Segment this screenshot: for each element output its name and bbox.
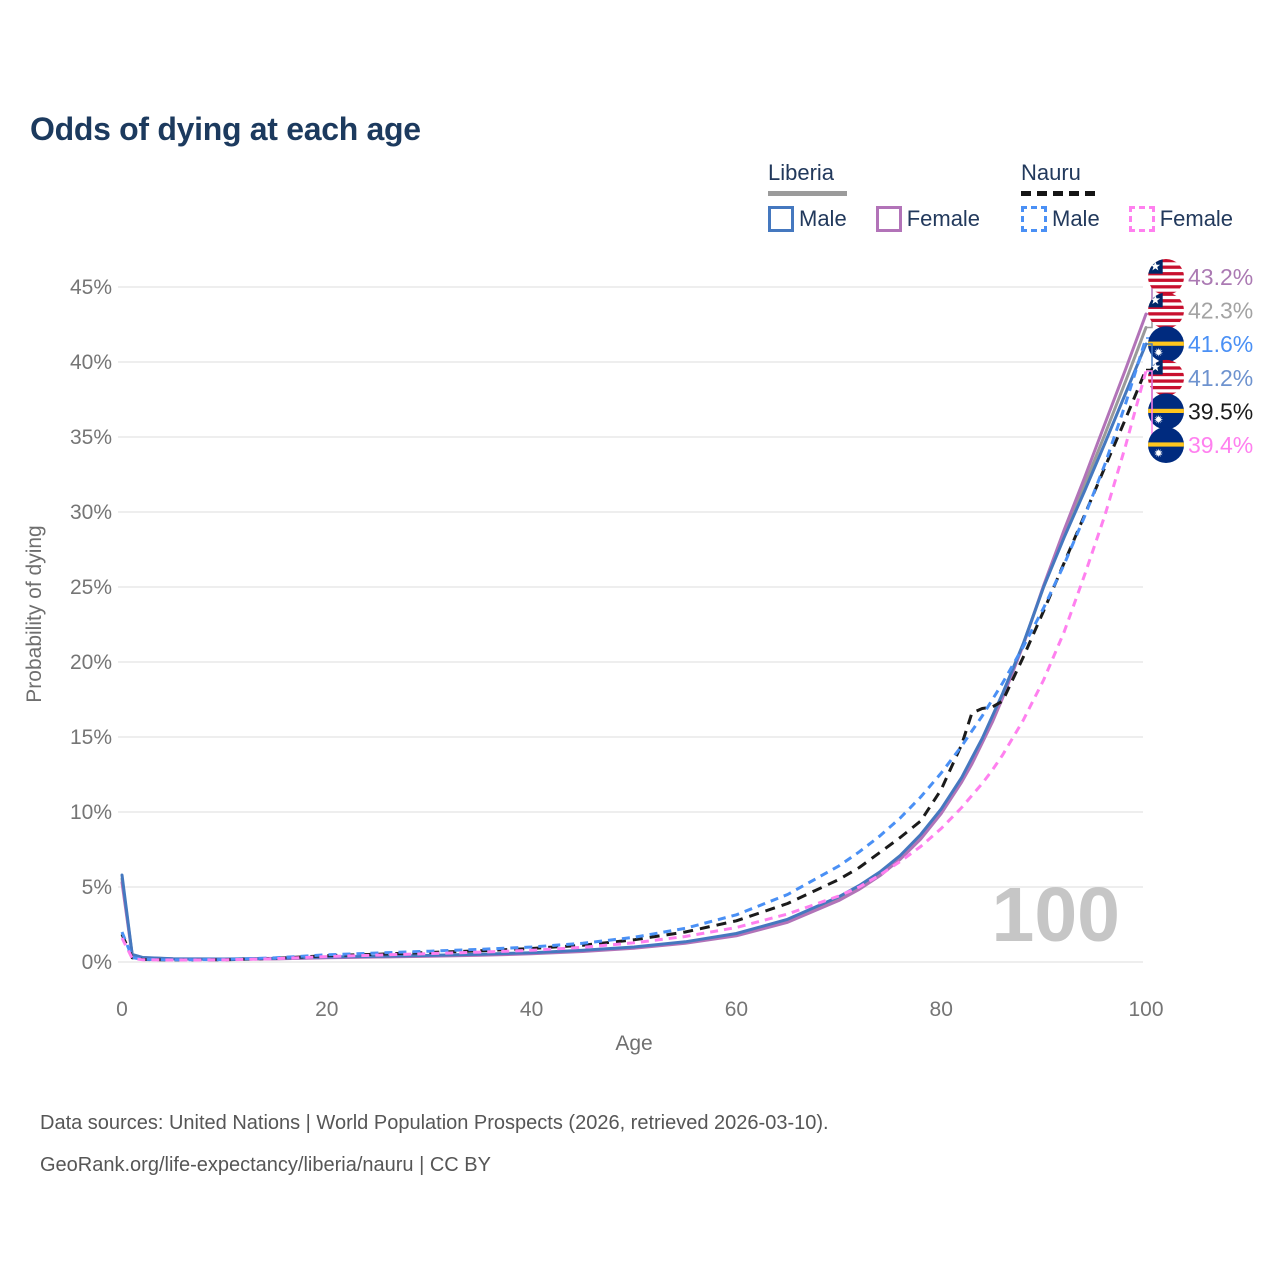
series-line-liberia[interactable]	[120, 326, 1148, 961]
legend-country-label-liberia: Liberia	[768, 160, 835, 185]
nauru-flag-icon	[1148, 326, 1184, 363]
end-label-liberia-female: 43.2%	[1188, 264, 1253, 290]
liberia-flag-icon	[1148, 292, 1184, 329]
x-tick-label: 80	[930, 998, 953, 1021]
liberia-flag-icon	[1148, 259, 1184, 295]
footer: Data sources: United Nations | World Pop…	[40, 1102, 829, 1186]
series-line-nauru-female[interactable]	[120, 370, 1148, 962]
footer-data-sources: Data sources: United Nations | World Pop…	[40, 1112, 829, 1134]
nauru-line-style-swatch	[1021, 191, 1097, 196]
end-label-nauru: 39.5%	[1188, 398, 1253, 424]
legend-group-liberia: Liberia Male Female	[768, 160, 980, 232]
x-axis-title: Age	[615, 1032, 652, 1055]
y-tick-label: 35%	[70, 426, 112, 449]
end-label-nauru-female: 39.4%	[1188, 432, 1253, 458]
end-label-liberia-male: 41.2%	[1188, 365, 1253, 391]
legend-item-label: Male	[1052, 206, 1100, 231]
legend-item-liberia-female[interactable]: Female	[875, 206, 981, 232]
y-axis-title: Probability of dying	[23, 525, 46, 702]
y-tick-label: 45%	[70, 276, 112, 299]
legend-item-nauru-female[interactable]: Female	[1128, 206, 1234, 232]
nauru-female-swatch-icon	[1128, 206, 1155, 232]
liberia-female-swatch-icon	[875, 206, 902, 232]
y-tick-label: 15%	[70, 726, 112, 749]
liberia-male-swatch-icon	[768, 206, 794, 232]
y-tick-label: 0%	[82, 951, 112, 974]
footer-attribution: GeoRank.org/life-expectancy/liberia/naur…	[40, 1154, 491, 1176]
x-tick-label: 60	[725, 998, 748, 1021]
x-tick-label: 40	[520, 998, 543, 1021]
x-tick-label: 20	[315, 998, 338, 1021]
end-label-liberia: 42.3%	[1188, 298, 1253, 324]
x-tick-label: 0	[116, 998, 128, 1021]
end-label-nauru-male: 41.6%	[1188, 331, 1253, 357]
nauru-male-swatch-icon	[1021, 206, 1047, 232]
liberia-flag-icon	[1148, 359, 1184, 396]
page-title: Odds of dying at each age	[30, 111, 421, 148]
legend-country-label-nauru: Nauru	[1021, 160, 1081, 185]
legend-group-nauru: Nauru Male Female	[1021, 160, 1233, 232]
y-tick-label: 5%	[82, 876, 112, 899]
nauru-flag-icon	[1148, 427, 1184, 463]
legend-item-label: Male	[799, 206, 847, 231]
nauru-flag-icon	[1148, 393, 1184, 430]
series-line-liberia-female[interactable]	[120, 312, 1148, 961]
y-tick-label: 30%	[70, 501, 112, 524]
legend-item-label: Female	[906, 206, 981, 231]
x-tick-label: 100	[1128, 998, 1163, 1021]
legend-item-liberia-male[interactable]: Male	[768, 206, 847, 232]
y-tick-label: 40%	[70, 351, 112, 374]
y-tick-label: 10%	[70, 801, 112, 824]
series-line-nauru-male[interactable]	[120, 337, 1148, 962]
y-tick-label: 20%	[70, 651, 112, 674]
series-line-liberia-male[interactable]	[120, 342, 1148, 961]
age-watermark: 100	[992, 872, 1120, 958]
y-tick-label: 25%	[70, 576, 112, 599]
liberia-line-style-swatch	[768, 191, 847, 196]
legend-item-label: Female	[1159, 206, 1234, 231]
legend-item-nauru-male[interactable]: Male	[1021, 206, 1100, 232]
